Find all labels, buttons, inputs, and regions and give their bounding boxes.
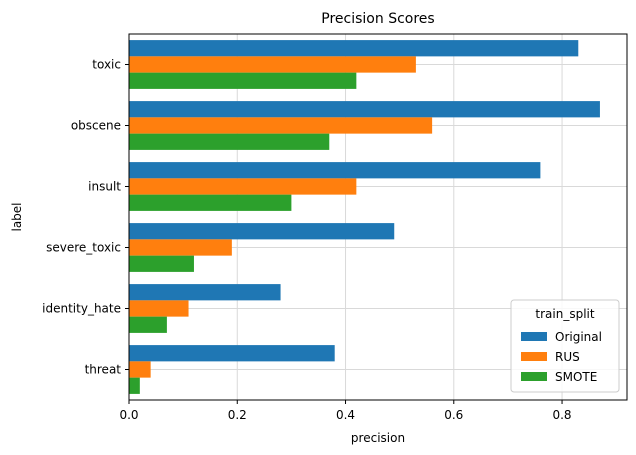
y-tick-label-insult: insult [88,180,121,194]
y-tick-label-threat: threat [85,363,122,377]
ticks: 0.0 0.2 0.4 0.6 0.8 toxic obscene insult severe_… [42,58,571,423]
y-tick-label-obscene: obscene [71,119,121,133]
y-tick-label-identity_hate: identity_hate [42,302,121,316]
legend-swatch-smote [521,372,547,381]
bar-rus-severe_toxic [129,239,232,256]
bar-rus-obscene [129,117,433,134]
bar-original-toxic [129,40,579,57]
bar-smote-identity_hate [129,316,167,333]
bar-smote-toxic [129,72,357,89]
legend-label-original: Original [555,330,602,344]
bar-original-severe_toxic [129,223,395,240]
bar-original-threat [129,345,335,362]
x-tick-label: 0.0 [119,408,138,422]
bars [129,40,600,394]
bar-smote-threat [129,377,140,394]
bar-rus-threat [129,361,151,378]
legend-label-smote: SMOTE [555,370,597,384]
legend-label-rus: RUS [555,350,580,364]
y-axis-title: label [10,202,24,231]
legend-swatch-rus [521,352,547,361]
bar-rus-insult [129,178,357,195]
bar-smote-severe_toxic [129,255,194,272]
axes [128,33,628,401]
bar-smote-obscene [129,133,330,150]
bar-original-insult [129,162,541,179]
chart-title: Precision Scores [321,11,434,27]
bar-rus-identity_hate [129,300,189,317]
bar-original-obscene [129,101,600,118]
legend: train_split Original RUS SMOTE [510,299,620,393]
bar-original-identity_hate [129,284,281,301]
y-tick-label-toxic: toxic [92,58,121,72]
legend-swatch-original [521,332,547,341]
x-tick-label: 0.2 [228,408,247,422]
bar-smote-insult [129,194,292,211]
x-tick-label: 0.6 [444,408,463,422]
x-tick-label: 0.8 [552,408,571,422]
y-tick-label-severe_toxic: severe_toxic [46,241,121,255]
legend-frame [510,299,620,393]
legend-title: train_split [535,307,594,321]
plot-frame [128,33,628,401]
x-tick-label: 0.4 [336,408,355,422]
x-axis-title: precision [351,431,405,445]
legend-entries: Original RUS SMOTE [521,330,602,384]
bar-rus-toxic [129,56,416,73]
